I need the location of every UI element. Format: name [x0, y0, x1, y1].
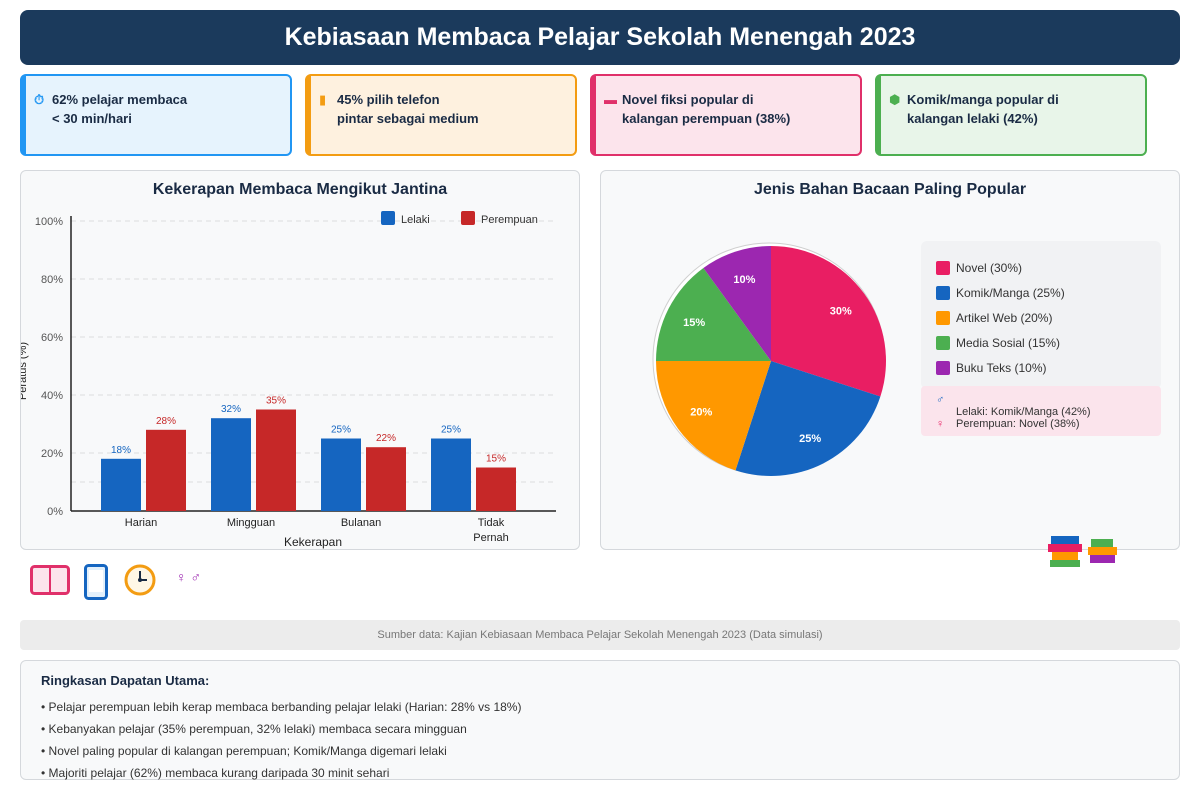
bar-chart: 0% 20% 40% 60% 80% 100% 18% 28% Harian 32% 35% Ming… [21, 211, 556, 549]
female-symbol: ♀ [936, 418, 945, 430]
stat-card-text: 62% pelajar membaca < 30 min/hari [52, 92, 188, 126]
pie-slice-label: 10% [733, 274, 755, 286]
pie-slice [735, 361, 881, 476]
x-tick-label: Bulanan [341, 517, 381, 529]
pie-slice [656, 267, 771, 361]
bar-perempuan [256, 409, 296, 511]
pie-slice-label: 30% [830, 305, 852, 317]
pie-chart-title: Jenis Bahan Bacaan Paling Popular [753, 181, 1027, 198]
bar-lelaki [321, 438, 361, 511]
pie-slice-label: 15% [683, 317, 705, 329]
summary-item: • Majoriti pelajar (62%) membaca kurang … [41, 766, 390, 780]
x-tick-label: Harian [125, 517, 157, 529]
pie-slice [656, 361, 771, 471]
pie-chart-panel: Jenis Bahan Bacaan Paling Popular 30% 25%… [600, 170, 1180, 550]
pie-chart: 30% 25% 20% 15% 10% [652, 242, 886, 476]
open-book-icon [30, 565, 70, 595]
legend-swatch [381, 211, 395, 225]
legend-label: Artikel Web (20%) [956, 310, 1053, 325]
legend-label: Perempuan [481, 214, 538, 226]
bar-lelaki [101, 458, 141, 511]
pie-slice-label: 25% [799, 433, 821, 445]
summary-item: • Kebanyakan pelajar (35% perempuan, 32%… [41, 722, 467, 736]
bar-data-label: 22% [376, 433, 396, 444]
pie-slice [703, 246, 771, 361]
stat-card: ▬ Novel fiksi popular di kalangan perempu… [590, 74, 862, 156]
bar-data-label: 32% [221, 404, 241, 415]
bar-perempuan [146, 429, 186, 511]
summary-item: • Novel paling popular di kalangan perem… [41, 744, 447, 758]
stat-card-text: Komik/manga popular di kalangan lelaki (… [907, 92, 1059, 126]
stat-card: ⬢ Komik/manga popular di kalangan lelaki … [875, 74, 1147, 156]
legend-label: Novel (30%) [956, 260, 1023, 275]
y-tick-label: 20% [41, 448, 63, 460]
bar-perempuan [476, 467, 516, 511]
bar-data-label: 35% [266, 396, 286, 407]
pie-legend-item: Novel (30%) [936, 255, 1161, 280]
pie-legend-item: Buku Teks (10%) [936, 355, 1161, 380]
legend-label: Komik/Manga (25%) [956, 285, 1065, 300]
bar-lelaki [431, 438, 471, 511]
clock-icon [124, 564, 156, 596]
y-axis-title: Peratus (%) [21, 342, 29, 400]
x-tick-label: Mingguan [227, 517, 275, 529]
bar-data-label: 25% [331, 425, 351, 436]
gender-notes: ♂ Lelaki: Komik/Manga (42%) ♀ Perempuan: … [921, 386, 1161, 436]
y-tick-label: 40% [41, 390, 63, 402]
legend-swatch [936, 260, 950, 275]
stopwatch-icon: ⏱ [34, 92, 45, 107]
pie-legend: Novel (30%) Komik/Manga (25%) Artikel Web … [921, 241, 1161, 389]
bar-lelaki [211, 418, 251, 511]
summary-title: Ringkasan Dapatan Utama: [41, 673, 210, 688]
stat-card-text: Novel fiksi popular di kalangan perempua… [622, 92, 791, 126]
stat-card: ▮ 45% pilih telefon pintar sebagai medium [305, 74, 577, 156]
book-icon: ▬ [604, 92, 617, 107]
x-axis-title: Kekerapan [284, 535, 342, 549]
bar-chart-title: Kekerapan Membaca Mengikut Jantina [152, 181, 448, 198]
page-title: Kebiasaan Membaca Pelajar Sekolah Meneng… [284, 23, 916, 51]
summary-item: • Pelajar perempuan lebih kerap membaca … [41, 700, 522, 714]
pie-slice-label: 20% [690, 407, 712, 419]
bar-data-label: 15% [486, 454, 506, 465]
legend-label: Lelaki [401, 214, 430, 226]
bar-chart-panel: Kekerapan Membaca Mengikut Jantina 0% 20%… [20, 170, 580, 550]
bar-data-label: 25% [441, 425, 461, 436]
bar-data-label: 18% [111, 445, 131, 456]
smartphone-icon [84, 564, 108, 600]
legend-label: Buku Teks (10%) [956, 360, 1047, 375]
stat-card-text: 45% pilih telefon pintar sebagai medium [337, 92, 479, 126]
pie-slice [771, 246, 886, 397]
hexagon-icon: ⬢ [889, 92, 901, 107]
page-header: Kebiasaan Membaca Pelajar Sekolah Meneng… [20, 10, 1180, 65]
x-tick-label: Tidak [478, 517, 505, 529]
phone-icon: ▮ [319, 92, 327, 107]
stat-card: ⏱ 62% pelajar membaca < 30 min/hari [20, 74, 292, 156]
y-tick-label: 80% [41, 274, 63, 286]
summary-panel: Ringkasan Dapatan Utama: • Pelajar perem… [20, 660, 1180, 780]
male-note: Lelaki: Komik/Manga (42%) [956, 406, 1091, 418]
gender-symbols-icon: ♀ ♂ [176, 569, 201, 585]
legend-swatch [936, 335, 950, 350]
bar-perempuan [366, 447, 406, 511]
x-tick-label-line2: Pernah [473, 532, 508, 544]
pie-legend-item: Komik/Manga (25%) [936, 280, 1161, 305]
y-tick-label: 0% [47, 506, 63, 518]
male-symbol: ♂ [936, 394, 945, 406]
bar-data-label: 28% [156, 416, 176, 427]
legend-label: Media Sosial (15%) [956, 335, 1061, 350]
y-tick-label: 60% [41, 332, 63, 344]
books-stack-icon [1048, 536, 1117, 567]
pie-legend-item: Media Sosial (15%) [936, 330, 1161, 355]
y-tick-label: 100% [35, 216, 63, 228]
legend-swatch [936, 285, 950, 300]
pie-legend-item: Artikel Web (20%) [936, 305, 1161, 330]
legend-swatch [936, 360, 950, 375]
female-note: Perempuan: Novel (38%) [956, 418, 1080, 430]
source-text: Sumber data: Kajian Kebiasaan Membaca Pe… [377, 629, 823, 641]
legend-swatch [461, 211, 475, 225]
legend-swatch [936, 310, 950, 325]
source-note: Sumber data: Kajian Kebiasaan Membaca Pe… [20, 620, 1180, 650]
